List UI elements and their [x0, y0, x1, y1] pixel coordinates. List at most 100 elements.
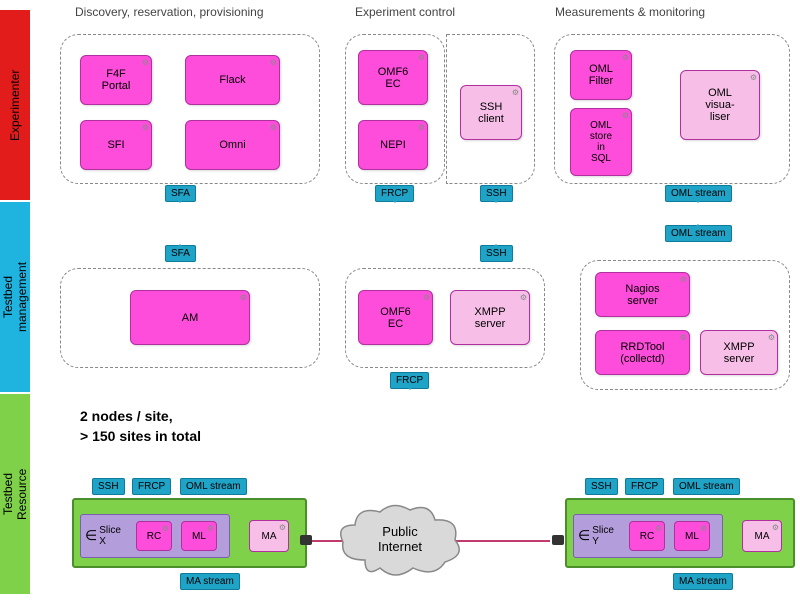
tag-oml-sx: OML stream [180, 478, 247, 495]
net-port-left [300, 535, 312, 545]
row-resource: Testbed Resource [0, 394, 30, 594]
gear-icon: ⚙ [750, 73, 757, 82]
node-label: NEPI [380, 139, 406, 151]
gear-icon: ⚙ [655, 524, 662, 533]
mini-ml: ⚙ML [674, 521, 710, 551]
title-measurement: Measurements & monitoring [555, 5, 705, 19]
node-f4f: ⚙F4F Portal [80, 55, 152, 105]
slice-y: ∈ Slice Y ⚙RC ⚙ML [573, 514, 723, 558]
mini-label: ML [192, 531, 206, 542]
tag-oml-2: OML stream [665, 225, 732, 242]
gear-icon: ⚙ [418, 123, 425, 132]
mini-label: MA [755, 531, 770, 542]
tag-ma-sx: MA stream [180, 573, 240, 590]
node-label: OML store in SQL [590, 120, 612, 164]
gear-icon: ⚙ [512, 88, 519, 97]
node-xmpp-b: ⚙ XMPP server [700, 330, 778, 375]
node-label: OML Filter [589, 63, 613, 87]
mini-label: MA [262, 531, 277, 542]
tag-ssh-sy: SSH [585, 478, 618, 495]
gear-icon: ⚙ [622, 111, 629, 120]
mini-rc: ⚙RC [136, 521, 172, 551]
gear-icon: ⚙ [142, 123, 149, 132]
node-label: SSH client [478, 101, 504, 125]
tag-oml-1: OML stream [665, 185, 732, 202]
note-line1: 2 nodes / site, [80, 408, 173, 424]
row-experimenter: Experimenter [0, 10, 30, 200]
node-omf6-ec-a: ⚙ OMF6 EC [358, 50, 428, 105]
slice-x: ∈ Slice X ⚙RC ⚙ML [80, 514, 230, 558]
node-ssh-client: ⚙ SSH client [460, 85, 522, 140]
net-port-right [552, 535, 564, 545]
site-x: ∈ Slice X ⚙RC ⚙ML ⚙MA [72, 498, 307, 568]
node-xmpp-a: ⚙ XMPP server [450, 290, 530, 345]
mini-ml: ⚙ML [181, 521, 217, 551]
node-label: Nagios server [625, 283, 659, 307]
tag-sfa-2: SFA [165, 245, 196, 262]
node-rrdtool: ⚙ RRDTool (collectd) [595, 330, 690, 375]
node-label: OMF6 EC [378, 66, 409, 90]
gear-icon: ⚙ [270, 123, 277, 132]
node-label: F4F Portal [102, 68, 131, 92]
gear-icon: ⚙ [418, 53, 425, 62]
node-flack: ⚙ Flack [185, 55, 280, 105]
tag-ssh-sx: SSH [92, 478, 125, 495]
node-oml-filter: ⚙ OML Filter [570, 50, 632, 100]
note-line2: > 150 sites in total [80, 428, 201, 444]
node-label: XMPP server [474, 306, 505, 330]
tag-frcp-sx: FRCP [132, 478, 171, 495]
tag-sfa-1: SFA [165, 185, 196, 202]
tag-oml-sy: OML stream [673, 478, 740, 495]
slice-label: Slice X [99, 525, 121, 547]
gear-icon: ⚙ [207, 524, 214, 533]
node-omf6-ec-b: ⚙OMF6 EC [358, 290, 433, 345]
node-omni: ⚙ Omni [185, 120, 280, 170]
gear-icon: ⚙ [768, 333, 775, 342]
tag-ma-sy: MA stream [673, 573, 733, 590]
gear-icon: ⚙ [772, 523, 779, 532]
mini-label: ML [685, 531, 699, 542]
slice-label: Slice Y [592, 525, 614, 547]
cloud-internet: Public Internet [335, 500, 465, 580]
node-label: RRDTool (collectd) [620, 341, 665, 365]
gear-icon: ⚙ [520, 293, 527, 302]
node-oml-vis: ⚙ OML visua- liser [680, 70, 760, 140]
gear-icon: ⚙ [700, 524, 707, 533]
node-label: OML visua- liser [705, 87, 734, 123]
gear-icon: ⚙ [680, 333, 687, 342]
mini-rc: ⚙RC [629, 521, 665, 551]
node-sfi: ⚙ SFI [80, 120, 152, 170]
node-am: ⚙ AM [130, 290, 250, 345]
gear-icon: ⚙ [162, 524, 169, 533]
mini-ma: ⚙MA [742, 520, 782, 552]
node-nepi: ⚙ NEPI [358, 120, 428, 170]
gear-icon: ⚙ [240, 293, 247, 302]
gear-icon: ⚙ [279, 523, 286, 532]
tag-frcp-1: FRCP [375, 185, 414, 202]
epsilon-icon: ∈ [85, 528, 97, 545]
cloud-label: Public Internet [335, 524, 465, 554]
mini-ma: ⚙MA [249, 520, 289, 552]
title-experiment: Experiment control [355, 5, 455, 19]
node-nagios: ⚙ Nagios server [595, 272, 690, 317]
tag-frcp-sy: FRCP [625, 478, 664, 495]
site-y: ∈ Slice Y ⚙RC ⚙ML ⚙MA [565, 498, 795, 568]
row-management: Testbed management [0, 202, 30, 392]
mini-label: RC [640, 531, 654, 542]
node-label: XMPP server [723, 341, 754, 365]
node-label: Omni [219, 139, 245, 151]
gear-icon: ⚙ [270, 58, 277, 67]
node-label: Flack [219, 74, 245, 86]
epsilon-icon: ∈ [578, 528, 590, 545]
divider-exp [446, 34, 447, 184]
node-label: AM [182, 312, 199, 324]
gear-icon: ⚙ [423, 293, 430, 302]
title-discovery: Discovery, reservation, provisioning [75, 5, 264, 19]
tag-ssh-2: SSH [480, 245, 513, 262]
gear-icon: ⚙ [622, 53, 629, 62]
tag-frcp-2: FRCP [390, 372, 429, 389]
node-oml-store: ⚙ OML store in SQL [570, 108, 632, 176]
gear-icon: ⚙ [680, 275, 687, 284]
node-label: SFI [107, 139, 124, 151]
net-line-right [450, 540, 550, 542]
